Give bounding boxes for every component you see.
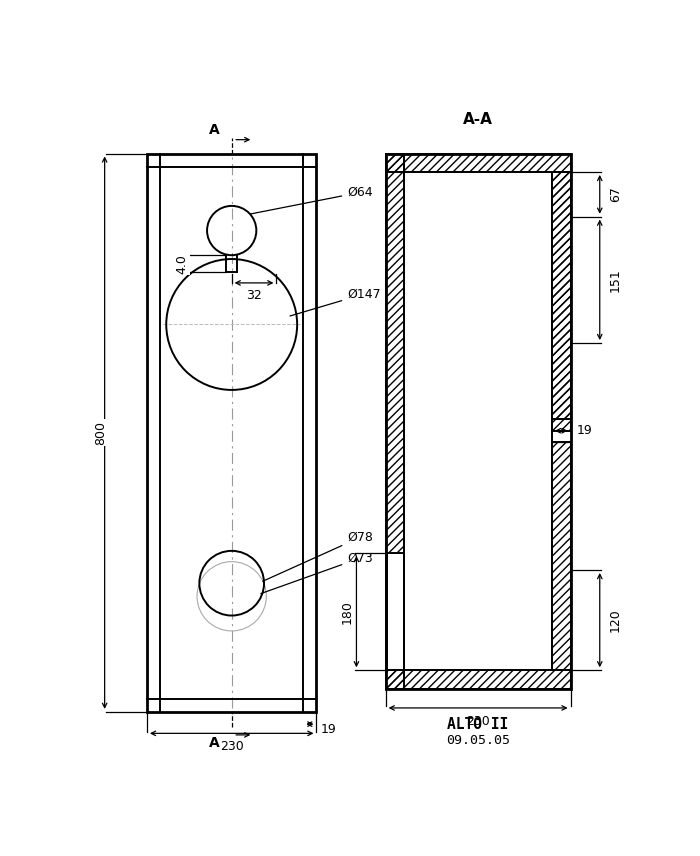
Bar xyxy=(386,153,570,689)
Text: A-A: A-A xyxy=(463,111,493,127)
Text: ALTO II: ALTO II xyxy=(447,717,509,733)
Text: 151: 151 xyxy=(609,268,622,292)
Bar xyxy=(552,443,570,670)
Bar xyxy=(552,172,570,431)
Bar xyxy=(386,670,570,689)
Text: Ø73: Ø73 xyxy=(261,551,373,593)
Text: 32: 32 xyxy=(246,289,262,302)
Text: A: A xyxy=(209,122,220,137)
Text: 230: 230 xyxy=(466,715,490,728)
Bar xyxy=(147,153,316,712)
Bar xyxy=(386,153,404,689)
Text: 230: 230 xyxy=(220,740,244,753)
Text: 19: 19 xyxy=(321,723,336,736)
Text: 19: 19 xyxy=(577,425,592,437)
Bar xyxy=(386,153,404,689)
Text: Ø147: Ø147 xyxy=(290,288,381,316)
Text: 120: 120 xyxy=(609,609,622,632)
Bar xyxy=(552,443,570,670)
Text: Ø78: Ø78 xyxy=(262,531,373,581)
Bar xyxy=(552,172,570,431)
Bar xyxy=(386,670,570,689)
Bar xyxy=(386,553,404,670)
Text: 09.05.05: 09.05.05 xyxy=(446,734,510,746)
Text: A: A xyxy=(209,736,220,751)
Text: 800: 800 xyxy=(94,420,107,444)
Bar xyxy=(552,172,570,419)
Bar xyxy=(386,153,570,172)
Text: 67: 67 xyxy=(609,187,622,202)
Text: 180: 180 xyxy=(341,600,354,624)
Bar xyxy=(552,172,570,419)
Bar xyxy=(386,153,570,172)
Text: Ø64: Ø64 xyxy=(251,186,373,214)
Text: 4.0: 4.0 xyxy=(175,253,188,274)
